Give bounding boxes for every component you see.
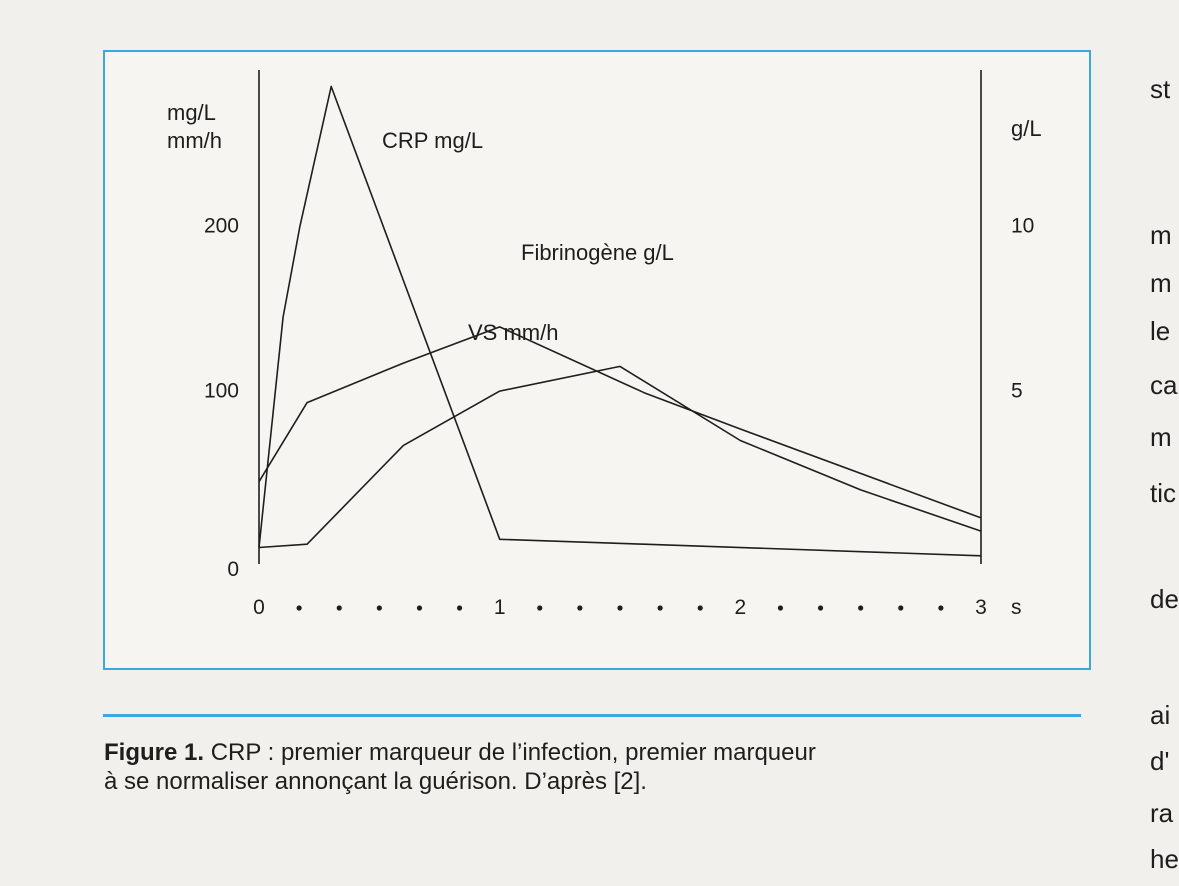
x-tick-label: 1 [494,596,506,619]
series-lines [258,85,982,557]
x-axis-dot [336,605,342,611]
side-text-fragment: ca [1150,370,1178,400]
right-tick-label: 5 [1011,379,1023,402]
side-text-fragment: le [1150,316,1171,346]
chart-plot: mg/L mm/h g/L 200 100 0 10 5 0 1 2 3 s CRP mg/L Fibrin… [167,70,1042,619]
caption-line-1: Figure 1. CRP : premier marqueur de l’in… [104,738,1084,767]
x-axis-dot [938,605,944,611]
x-axis-dot [376,605,382,611]
caption-figure-label: Figure 1. [104,739,205,766]
x-axis-dot [537,605,543,611]
x-axis-dot [777,605,784,611]
side-text-fragment: st [1150,74,1171,104]
chart-frame: mg/L mm/h g/L 200 100 0 10 5 0 1 2 3 s CRP mg/L Fibrin… [103,50,1091,670]
x-axis-dot [858,605,864,611]
x-tick-label: 2 [734,596,746,619]
left-axis-unit-1: mg/L [167,100,216,125]
series-line-1 [258,85,982,557]
x-axis-dot [296,605,302,611]
caption-text-2: à se normaliser annonçant la guérison. D… [104,768,647,795]
x-axis-dot [456,605,463,611]
caption-text-1: CRP : premier marqueur de l’infection, p… [204,739,816,766]
side-text-column: st m m le ca m tic de ai d' ra he [1150,0,1179,886]
left-tick-label: 100 [204,379,239,402]
axes [258,70,982,564]
side-text-fragment: tic [1150,478,1176,508]
series-label-1: CRP mg/L [382,128,483,153]
x-axis-dot [577,605,583,611]
x-tick-label: 0 [253,596,265,619]
left-axis-unit-2: mm/h [167,128,222,153]
x-axis-dot [697,605,703,611]
caption-divider [103,714,1081,717]
x-tick-label: 3 [975,596,987,619]
chart-labels: mg/L mm/h g/L 200 100 0 10 5 0 1 2 3 s CRP mg/L Fibrin… [167,100,1042,619]
x-axis-dot [657,605,663,611]
x-axis-unit: s [1011,596,1022,619]
side-text-fragment: he [1150,844,1179,874]
series-line-2 [258,326,982,519]
side-text-fragment: m [1150,422,1172,452]
side-text-fragment: ai [1150,700,1171,730]
series-line-3 [258,365,982,549]
left-tick-label: 0 [227,558,239,581]
series-label-2: Fibrinogène g/L [521,240,674,265]
side-text-fragment: m [1150,268,1172,298]
x-axis-dot [617,605,623,611]
series-label-3: VS mm/h [468,320,558,345]
x-axis-dot [898,605,904,611]
side-text-fragment: d' [1150,746,1170,776]
x-axis-dot [817,605,824,611]
left-tick-label: 200 [204,215,239,238]
figure-caption: Figure 1. CRP : premier marqueur de l’in… [104,738,1084,796]
side-text-fragment: m [1150,220,1172,250]
right-axis-unit: g/L [1011,116,1042,141]
side-text-fragment: ra [1150,798,1174,828]
side-text-fragment: de [1150,584,1179,614]
right-tick-label: 10 [1011,215,1034,238]
x-axis-dot [416,605,423,611]
